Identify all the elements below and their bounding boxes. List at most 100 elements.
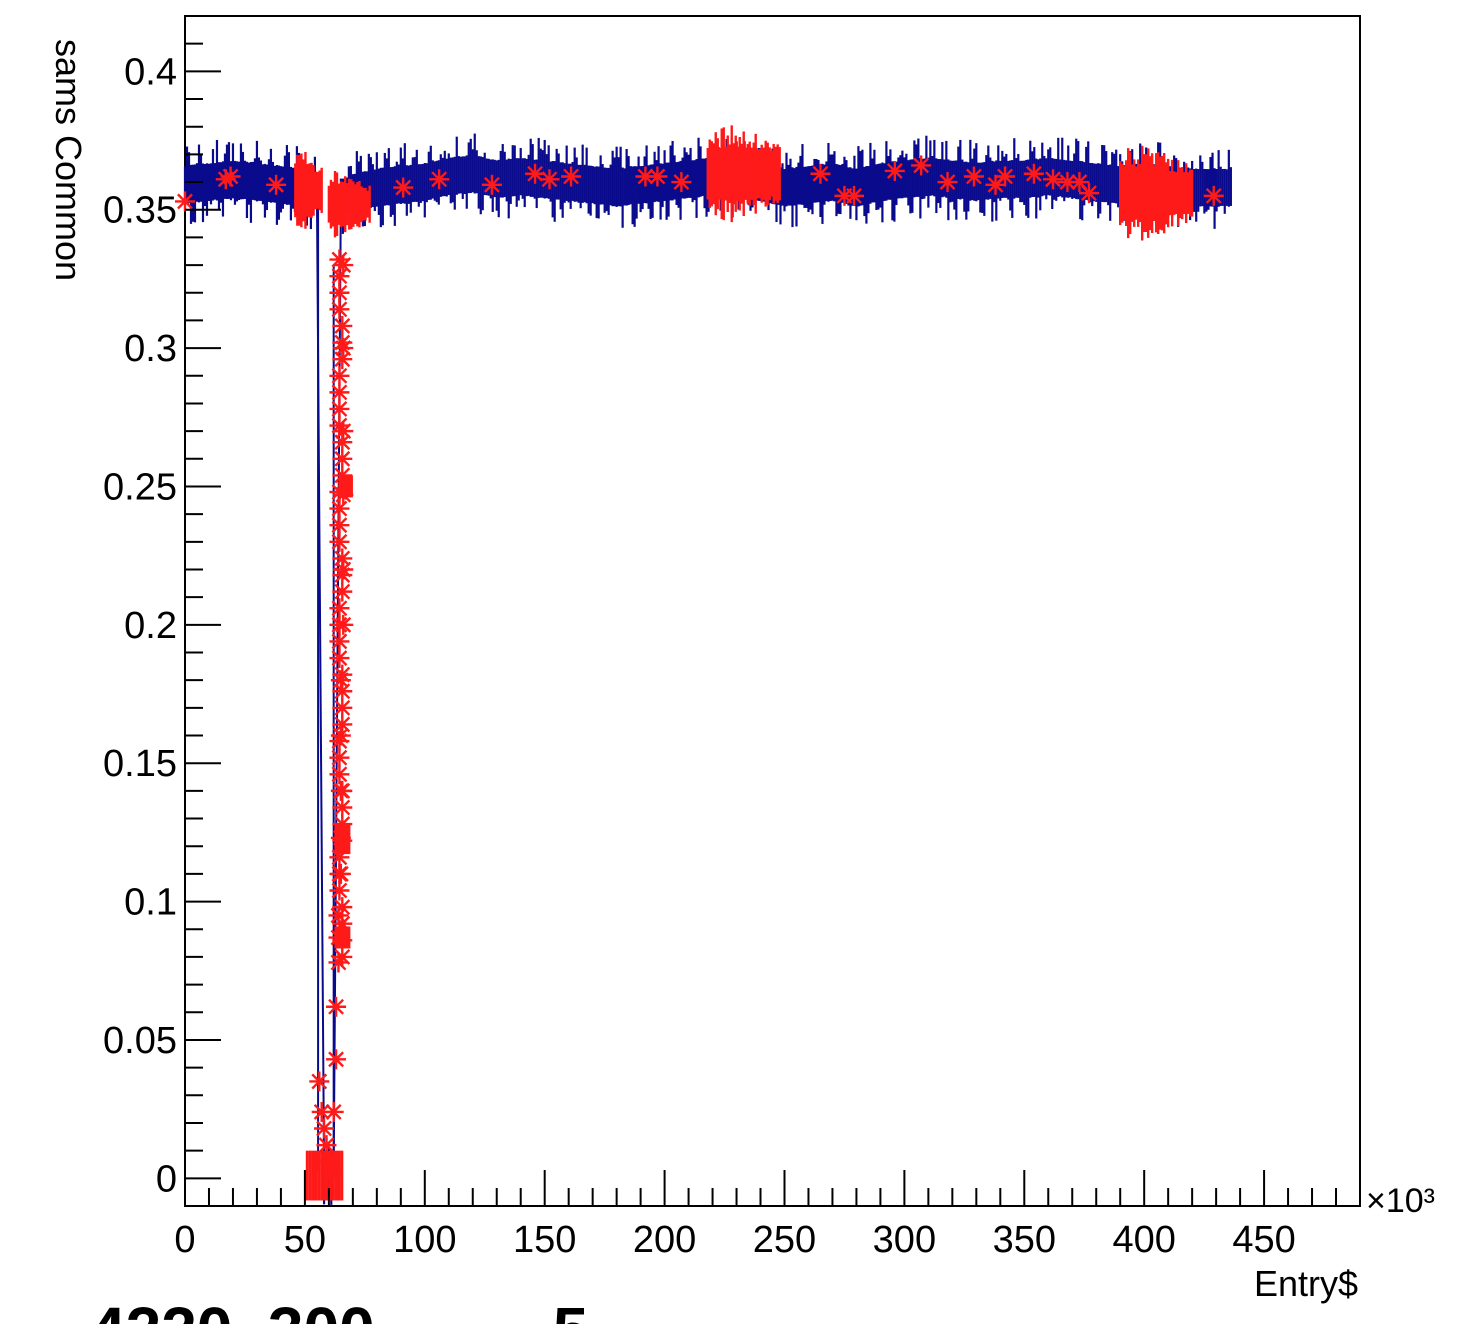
red-drop-point bbox=[328, 952, 349, 973]
star-stroke bbox=[846, 187, 862, 204]
star-stroke bbox=[431, 171, 448, 188]
star-stroke bbox=[331, 284, 348, 301]
star-stroke bbox=[334, 351, 351, 368]
x-tick-label: 400 bbox=[1112, 1219, 1175, 1261]
red-drop-point bbox=[326, 1049, 347, 1070]
star-stroke bbox=[527, 165, 544, 182]
star-stroke bbox=[334, 567, 351, 583]
y-tick-label: 0.2 bbox=[124, 605, 177, 647]
y-tick-label: 0.05 bbox=[103, 1020, 177, 1062]
red-star-point bbox=[963, 166, 984, 187]
y-tick-label: 0.15 bbox=[103, 743, 177, 785]
star-stroke bbox=[331, 733, 348, 749]
x-tick-label: 100 bbox=[393, 1219, 456, 1261]
star-stroke bbox=[334, 683, 351, 700]
star-stroke bbox=[331, 301, 348, 318]
star-stroke bbox=[334, 434, 351, 451]
star-stroke bbox=[331, 865, 348, 882]
red-column-point bbox=[332, 780, 353, 801]
star-stroke bbox=[331, 417, 348, 434]
red-star-point bbox=[539, 169, 560, 190]
star-stroke bbox=[649, 168, 666, 185]
red-column-point bbox=[332, 897, 353, 918]
red-star-point bbox=[1079, 183, 1100, 204]
x-tick-label: 150 bbox=[513, 1219, 576, 1261]
star-stroke bbox=[177, 193, 193, 210]
red-star-point bbox=[561, 166, 582, 187]
red-star-point bbox=[220, 166, 241, 187]
star-stroke bbox=[563, 168, 579, 185]
red-star-point bbox=[429, 169, 450, 190]
star-stroke bbox=[1071, 174, 1088, 190]
red-drop-point bbox=[323, 1101, 344, 1122]
star-stroke bbox=[637, 168, 654, 185]
red-column-point bbox=[332, 332, 353, 353]
star-stroke bbox=[331, 633, 348, 650]
star-stroke bbox=[325, 1103, 342, 1120]
star-stroke bbox=[331, 367, 348, 384]
star-stroke bbox=[318, 1137, 335, 1154]
red-drop-point bbox=[316, 1135, 337, 1156]
star-stroke bbox=[313, 1103, 330, 1120]
star-stroke bbox=[331, 749, 348, 766]
red-column-point bbox=[332, 548, 353, 569]
red-star-point bbox=[647, 166, 668, 187]
star-stroke bbox=[334, 550, 351, 567]
data-marks bbox=[175, 125, 1232, 1205]
red-column-point bbox=[329, 764, 350, 785]
red-column-point bbox=[329, 266, 350, 287]
red-column-point bbox=[329, 598, 350, 619]
star-stroke bbox=[331, 600, 348, 617]
star-stroke bbox=[331, 533, 348, 550]
y-tick-label: 0.3 bbox=[124, 328, 177, 370]
star-stroke bbox=[331, 268, 348, 285]
x-tick-label: 0 bbox=[174, 1219, 195, 1261]
x-tick-label: 350 bbox=[993, 1219, 1056, 1261]
red-star-point bbox=[525, 163, 546, 184]
star-stroke bbox=[331, 401, 348, 417]
red-column-point bbox=[329, 880, 350, 901]
star-stroke bbox=[1059, 174, 1076, 190]
red-star-point bbox=[1057, 172, 1078, 193]
y-tick-label: 0.1 bbox=[124, 882, 177, 924]
red-drop-point bbox=[314, 1118, 335, 1139]
red-star-point bbox=[266, 174, 287, 195]
star-stroke bbox=[311, 1073, 328, 1090]
star-stroke bbox=[1205, 187, 1222, 204]
star-stroke bbox=[334, 334, 351, 351]
star-stroke bbox=[331, 616, 348, 633]
red-star-point bbox=[937, 172, 958, 193]
red-drop-point bbox=[328, 905, 349, 926]
y-tick-label: 0.35 bbox=[103, 190, 177, 232]
star-stroke bbox=[334, 666, 351, 683]
red-column-point bbox=[329, 731, 350, 752]
star-stroke bbox=[331, 384, 348, 401]
star-stroke bbox=[331, 500, 348, 517]
star-stroke bbox=[334, 699, 351, 716]
star-stroke bbox=[331, 251, 348, 268]
red-star-point bbox=[995, 166, 1016, 187]
star-stroke bbox=[331, 650, 348, 666]
star-stroke bbox=[966, 168, 982, 185]
star-stroke bbox=[331, 882, 348, 899]
red-star-point bbox=[844, 185, 865, 206]
bottom-caption: 4220_300_____5 bbox=[90, 1294, 588, 1324]
star-stroke bbox=[334, 949, 351, 965]
red-column-point bbox=[332, 315, 353, 336]
red-column-blob bbox=[334, 926, 351, 949]
y-tick-label: 0.4 bbox=[124, 51, 177, 93]
star-stroke bbox=[334, 899, 351, 916]
star-stroke bbox=[886, 163, 903, 179]
star-stroke bbox=[222, 168, 239, 185]
star-stroke bbox=[331, 517, 348, 534]
star-stroke bbox=[1045, 171, 1061, 188]
red-drop-point bbox=[309, 1071, 330, 1092]
x-tick-label: 300 bbox=[873, 1219, 936, 1261]
star-stroke bbox=[334, 450, 351, 467]
x-tick-label: 450 bbox=[1232, 1219, 1295, 1261]
star-stroke bbox=[673, 174, 690, 190]
star-stroke bbox=[484, 176, 500, 193]
star-stroke bbox=[328, 1051, 344, 1068]
red-column-point bbox=[332, 714, 353, 735]
